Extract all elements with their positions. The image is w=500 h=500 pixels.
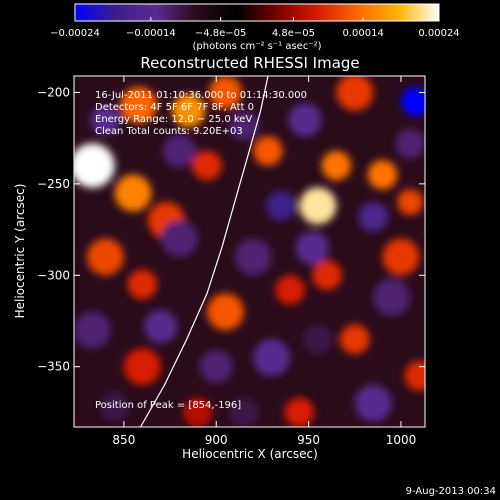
y-tick-label: −250 [37, 177, 70, 191]
solar-limb-curve [139, 76, 269, 427]
y-tick-label: −200 [37, 85, 70, 99]
heatmap-blob [382, 238, 420, 276]
heatmap-blob [284, 397, 315, 427]
x-axis-label: Heliocentric X (arcsec) [182, 447, 318, 461]
colorbar-ticks: −0.00024 −0.00014 −4.8e−05 4.8e−05 0.00014 0.… [50, 17, 460, 39]
heatmap-blob [275, 275, 305, 305]
colorbar-gradient [74, 3, 440, 22]
plot-frame [73, 75, 426, 428]
heatmap-blob [404, 361, 425, 391]
chart-title: Reconstructed RHESSI Image [140, 54, 359, 72]
heatmap-blob [340, 324, 370, 355]
heatmap-blob [144, 309, 178, 344]
heatmap-blob [171, 94, 206, 128]
heatmap-image [74, 76, 425, 427]
heatmap-blob [373, 278, 411, 316]
heatmap-blob [207, 293, 244, 331]
heatmap-blob [266, 191, 296, 221]
heatmap-blob [400, 86, 425, 117]
colorbar-tick-label: −0.00014 [126, 28, 176, 39]
heatmap-blob [199, 350, 233, 384]
x-tick-label: 950 [297, 433, 320, 447]
heatmap-blob [367, 159, 398, 190]
heatmap-blob [74, 311, 111, 349]
heatmap-blob [123, 348, 161, 386]
plot-area: 850 900 950 1000 −200 −250 −300 −350 [37, 75, 426, 447]
heatmap-blob [162, 134, 196, 168]
heatmap-blob [229, 397, 259, 427]
y-tick-label: −350 [37, 360, 70, 374]
y-axis-label: Heliocentric Y (arcsec) [13, 184, 27, 319]
colorbar-tick-label: −4.8e−05 [195, 28, 247, 39]
heatmap-blob [295, 231, 329, 265]
heatmap-blob [208, 76, 243, 110]
colorbar-tick-label: −0.00024 [50, 28, 100, 39]
colorbar-tick-label: 4.8e−05 [272, 28, 315, 39]
colorbar-unit-label: (photons cm⁻² s⁻¹ asec⁻²) [192, 41, 321, 52]
heatmap-blob [253, 339, 291, 377]
heatmap-blob [74, 143, 115, 188]
heatmap-blob [192, 150, 222, 181]
heatmap-blob [127, 269, 158, 300]
x-axis-ticks: 850 900 950 1000 [112, 76, 416, 447]
heatmap-blob [354, 384, 392, 422]
annotation-line: 16-Jul-2011 01:10:36.000 to 01:14:30.000 [95, 90, 307, 101]
heatmap-blob [253, 136, 283, 166]
heatmap-blob [120, 86, 158, 124]
x-tick-label: 1000 [386, 433, 417, 447]
heatmap-blob [358, 201, 389, 232]
annotations: 16-Jul-2011 01:10:36.000 to 01:14:30.000… [95, 90, 307, 137]
heatmap-blob [321, 150, 352, 181]
annotation-line: Clean Total counts: 9.20E+03 [95, 126, 243, 137]
heatmap-blob [229, 110, 259, 141]
y-tick-label: −300 [37, 268, 70, 282]
heatmap-blob [397, 189, 424, 216]
heatmap-blob [312, 260, 342, 291]
x-tick-label: 850 [112, 433, 135, 447]
peak-position-label: Position of Peak = [854,-196] [95, 400, 241, 411]
annotation-line: Detectors: 4F 5F 6F 7F 8F, Att 0 [95, 102, 254, 113]
heatmap-blob [395, 128, 425, 159]
heatmap-blob [90, 105, 121, 135]
heatmap-blob [234, 238, 272, 276]
heatmap-blob [160, 220, 198, 258]
heatmap-blob [299, 187, 337, 225]
x-tick-label: 900 [205, 433, 228, 447]
footer-date: 9-Aug-2013 00:34 [406, 486, 496, 497]
heatmap-blob [86, 238, 124, 276]
heatmap-blob [303, 324, 333, 355]
heatmap-blob [114, 174, 152, 212]
colorbar-tick-label: 0.00014 [342, 28, 383, 39]
heatmap-blob [288, 103, 322, 137]
heatmap-blob [336, 76, 374, 111]
colorbar-tick-label: 0.00024 [418, 28, 459, 39]
y-axis-ticks: −200 −250 −300 −350 [37, 85, 425, 374]
heatmap-blob [99, 392, 130, 422]
colorbar: −0.00024 −0.00014 −4.8e−05 4.8e−05 0.00014 0.… [50, 3, 460, 52]
heatmap-blob [182, 397, 213, 427]
annotation-line: Energy Range: 12.0 − 25.0 keV [95, 114, 252, 125]
